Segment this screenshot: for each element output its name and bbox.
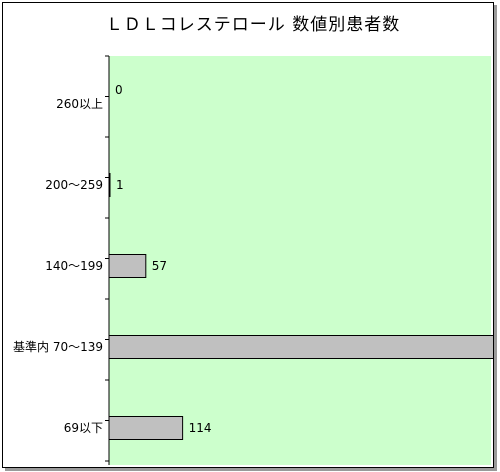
bar-1: [108, 173, 111, 197]
data-labels: 0157636114: [115, 83, 212, 435]
chart-frame: ＬＤＬコレステロール 数値別患者数 260以上 200～259 140～199 基準内…: [2, 2, 494, 468]
ldl-bar-chart: ＬＤＬコレステロール 数値別患者数 260以上 200～259 140～199 基準内…: [13, 15, 493, 465]
category-label-3: 基準内 70～139: [13, 339, 103, 354]
category-label-0: 260以上: [56, 97, 103, 111]
bar-2: [108, 254, 147, 278]
bar-3: [108, 335, 493, 359]
chart-title: ＬＤＬコレステロール 数値別患者数: [106, 15, 400, 35]
data-label-0: 0: [115, 83, 123, 97]
bars: [108, 173, 493, 440]
plot-area: [109, 56, 491, 465]
category-label-1: 200～259: [45, 178, 103, 192]
data-label-2: 57: [152, 259, 167, 273]
data-label-1: 1: [116, 178, 124, 192]
category-labels: 260以上 200～259 140～199 基準内 70～139 69以下: [13, 97, 103, 435]
y-axis-ticks: [105, 55, 109, 462]
data-label-4: 114: [189, 421, 212, 435]
category-label-4: 69以下: [64, 421, 103, 435]
category-label-2: 140～199: [45, 259, 103, 273]
bar-4: [108, 416, 184, 440]
